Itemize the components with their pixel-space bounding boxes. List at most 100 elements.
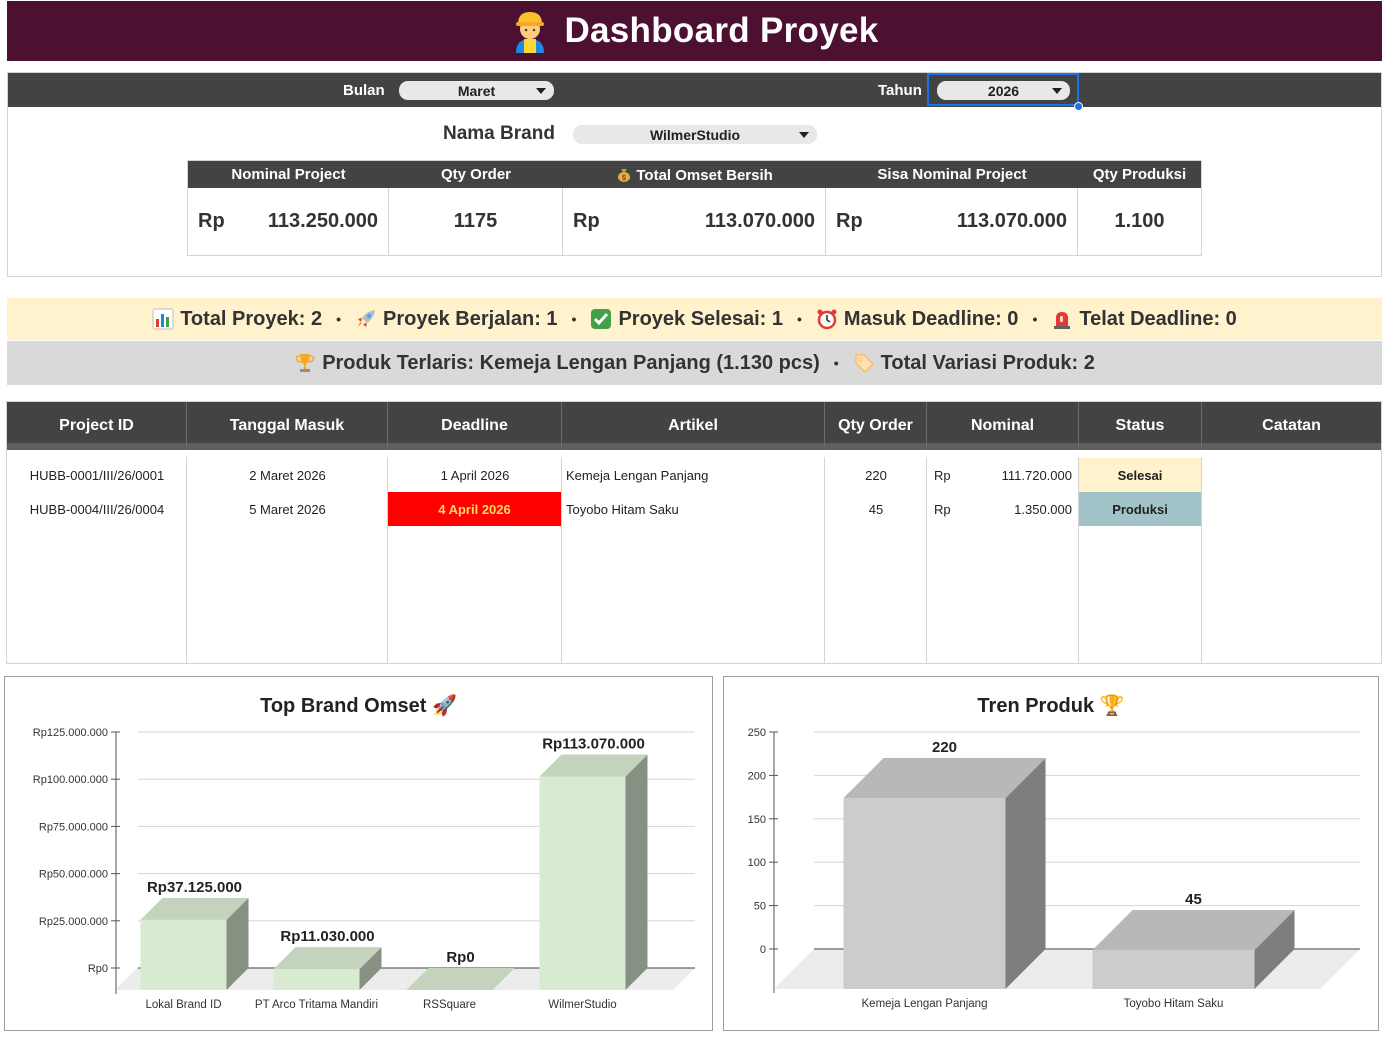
bar-front [273,969,360,990]
col-header-project-id[interactable]: Project ID [7,402,187,450]
column-divider [927,457,1079,663]
chevron-down-icon [799,132,809,138]
y-tick-label: Rp25.000.000 [39,916,108,928]
col-header-tanggal-masuk[interactable]: Tanggal Masuk [187,402,388,450]
kpi-header-total-omset: $ Total Omset Bersih [563,166,826,184]
col-header-catatan[interactable]: Catatan [1262,417,1321,434]
cell-nominal[interactable]: 1.350.000 [1014,501,1072,517]
y-tick-label: 0 [760,944,766,956]
currency-label: Rp [573,210,600,232]
separator-dot: • [336,311,342,327]
kpi-header-sisa-nominal: Sisa Nominal Project [877,166,1027,183]
x-tick-label: Kemeja Lengan Panjang [862,998,988,1010]
column-divider [562,457,825,663]
summary-proyek-selesai: Proyek Selesai: 1 [590,308,783,331]
rocket-icon [355,308,377,330]
cell-deadline[interactable]: 1 April 2026 [440,467,510,483]
bar-front [539,776,626,990]
month-select[interactable]: Maret [399,81,554,100]
siren-icon [1051,308,1073,330]
col-header-deadline[interactable]: Deadline [388,402,562,450]
cell-nominal[interactable]: 111.720.000 [1001,467,1072,483]
data-label: Rp0 [446,949,474,966]
kpi-sisa-nominal-value: 113.070.000 [956,210,1067,232]
chart-title-text: Tren Produk 🏆 [977,695,1125,717]
bar-front [843,798,1006,989]
summary-total-proyek: Total Proyek: 2 [152,308,322,331]
bar-side [625,754,648,990]
summary-produk-terlaris: Produk Terlaris: Kemeja Lengan Panjang (… [294,352,820,375]
status-badge-selesai[interactable]: Selesai [1079,458,1201,492]
summary-masuk-deadline-text: Masuk Deadline: 0 [843,307,1019,330]
col-header-artikel[interactable]: Artikel [562,402,825,450]
kpi-header-qty-produksi: Qty Produksi [1092,166,1187,183]
y-tick-label: Rp0 [88,963,108,975]
col-header-status[interactable]: Status [1079,402,1202,450]
y-tick-label: 100 [748,857,766,869]
kpi-total-omset-value: 113.070.000 [704,210,815,232]
summary-proyek-berjalan: Proyek Berjalan: 1 [355,308,558,331]
cell-currency: Rp [934,501,951,517]
brand-chart-svg: Rp0 Rp25.000.000 Rp50.000.000 Rp75.000.000 R… [33,727,695,1011]
cell-project-id[interactable]: HUBB-0004/III/26/0004 [29,501,165,517]
bar-top [539,754,648,777]
chevron-down-icon [536,88,546,94]
col-header-qty-order[interactable]: Qty Order [825,402,927,450]
column-divider [388,457,562,663]
cell-qty-order[interactable]: 220 [865,467,887,483]
x-tick-label: Lokal Brand ID [145,999,221,1011]
month-label: Bulan [343,82,385,99]
selection-handle[interactable] [1074,102,1083,111]
bar-side [1254,909,1295,989]
data-label: Rp11.030.000 [280,928,374,945]
kpi-qty-order: 1175 [389,188,563,255]
bar-front [1092,949,1255,989]
cell-deadline-late[interactable]: 4 April 2026 [388,492,561,526]
separator-dot: • [833,355,839,371]
col-header-nominal[interactable]: Nominal [927,402,1079,450]
svg-text:$: $ [622,175,626,182]
cell-catatan[interactable] [1202,492,1381,526]
summary-total-variasi-text: Total Variasi Produk: 2 [880,351,1095,374]
y-tick-label: Rp75.000.000 [39,821,108,833]
cell-artikel[interactable]: Kemeja Lengan Panjang [566,467,709,483]
dashboard-header: Dashboard Proyek [7,1,1382,61]
year-select-focus-frame [927,73,1079,106]
summary-telat-deadline-text: Telat Deadline: 0 [1079,307,1237,330]
brand-select[interactable]: WilmerStudio [573,125,817,144]
cell-qty-order[interactable]: 45 [868,501,884,517]
brand-label: Nama Brand [443,123,555,144]
column-divider [187,457,388,663]
y-tick-label: Rp125.000.000 [33,727,108,739]
bar-top [843,758,1046,799]
summary-status-bar: Total Proyek: 2 • Proyek Berjalan: 1 • P… [7,298,1382,340]
cell-tanggal-masuk[interactable]: 2 Maret 2026 [249,467,326,483]
year-select[interactable]: 2026 [937,81,1070,100]
bar-side [359,947,382,990]
summary-proyek-berjalan-text: Proyek Berjalan: 1 [383,307,558,330]
cell-tanggal-masuk[interactable]: 5 Maret 2026 [249,501,326,517]
kpi-header-row: Nominal Project Qty Order $ Total Omset … [188,161,1201,188]
chart-title: Tren Produk 🏆 [724,693,1378,718]
kpi-sisa-nominal: Rp 113.070.000 [826,188,1078,255]
cell-catatan[interactable] [1202,458,1381,492]
bar-top [273,947,382,970]
product-chart-svg: 0 50 100 150 200 250 220 Kemeja Lengan Panjang 4… [748,727,1360,1010]
cell-artikel[interactable]: Toyobo Hitam Saku [566,501,679,517]
month-select-value: Maret [457,82,496,99]
project-table-header: Project ID Tanggal Masuk Deadline Artike… [7,402,1381,450]
construction-worker-icon [510,9,550,53]
x-tick-label: WilmerStudio [548,999,616,1011]
currency-label: Rp [198,210,225,232]
cell-project-id[interactable]: HUBB-0001/III/26/0001 [29,467,165,483]
summary-produk-terlaris-text: Produk Terlaris: Kemeja Lengan Panjang (… [322,351,820,374]
column-divider [7,457,187,663]
y-tick-label: 150 [748,814,766,826]
bar-top [406,968,515,990]
data-label: Rp113.070.000 [542,736,645,753]
kpi-qty-produksi: 1.100 [1078,188,1201,255]
kpi-header-nominal-project: Nominal Project [231,166,346,183]
y-tick-label: 50 [754,901,766,913]
check-mark-icon [590,308,612,330]
status-badge-produksi[interactable]: Produksi [1079,492,1201,526]
